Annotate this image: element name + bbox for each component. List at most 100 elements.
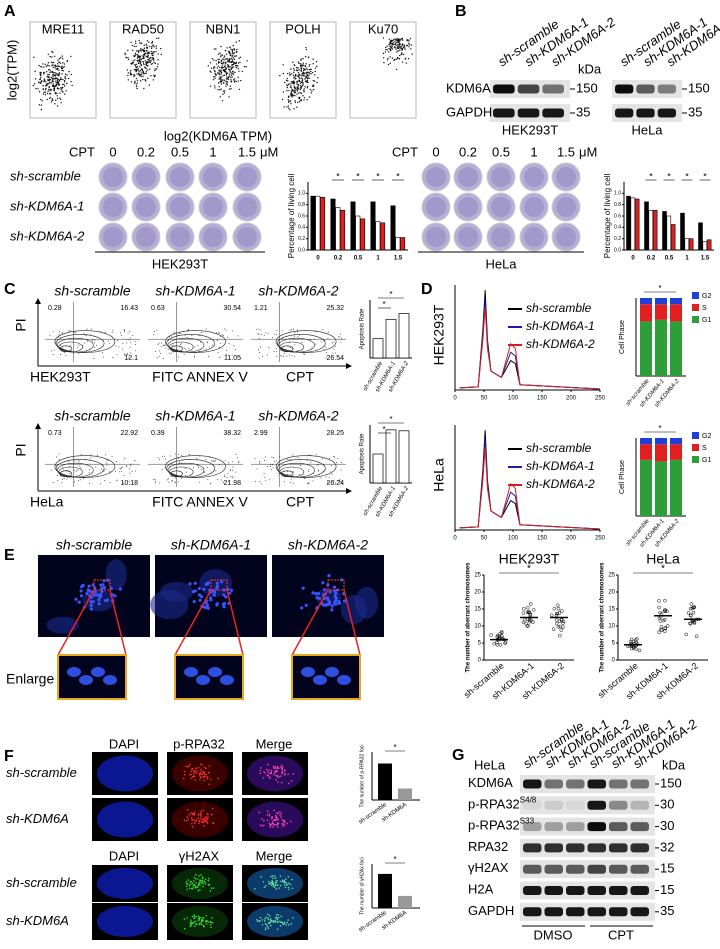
scatter-dot <box>50 89 53 91</box>
event-dot <box>116 354 118 356</box>
event-dot <box>85 334 87 336</box>
nucleus <box>247 867 303 900</box>
scatter-dot <box>401 61 404 63</box>
event-dot <box>187 342 189 344</box>
event-dot <box>174 477 176 479</box>
nucleus <box>97 905 153 938</box>
rule <box>174 589 212 656</box>
chromosome <box>74 597 78 601</box>
event-dot <box>280 338 282 340</box>
scatter-dot <box>289 100 291 102</box>
event-dot <box>293 328 295 330</box>
event-dot <box>258 357 260 359</box>
event-dot <box>90 328 92 330</box>
scatter-dot <box>246 60 248 62</box>
focus <box>194 920 197 923</box>
scatter-dot <box>230 48 232 50</box>
focus <box>264 772 266 774</box>
chromosome <box>85 592 89 596</box>
focus <box>201 916 204 919</box>
scatter-dot <box>296 90 299 92</box>
scatter-dot <box>215 48 217 50</box>
chromosome <box>316 591 321 596</box>
point <box>686 611 691 615</box>
event-dot <box>158 342 160 344</box>
scatter-dot <box>287 83 290 86</box>
event-dot <box>120 332 122 334</box>
scatter-dot <box>220 73 222 75</box>
plate-inner <box>170 197 190 217</box>
scatter-dot <box>237 67 240 70</box>
x-tick-label: 50 <box>481 536 488 542</box>
scatter-dot <box>290 80 292 83</box>
scatter-dot <box>150 59 152 62</box>
event-dot <box>198 350 200 352</box>
scatter-dot <box>217 62 220 64</box>
event-dot <box>209 483 211 485</box>
scatter-dot <box>295 73 297 76</box>
scatter-dot <box>134 65 137 67</box>
focus <box>274 883 277 886</box>
point <box>495 633 500 638</box>
scatter-dot <box>148 61 150 64</box>
chromosome <box>222 593 226 597</box>
scatter-dot <box>156 65 159 68</box>
event-dot <box>205 348 207 350</box>
event-dot <box>169 463 171 465</box>
event-dot <box>267 333 269 335</box>
contour <box>275 330 337 353</box>
focus <box>270 769 273 772</box>
event-dot <box>129 337 131 339</box>
scatter-dot <box>48 86 50 89</box>
event-dot <box>191 334 193 336</box>
event-dot <box>222 334 224 336</box>
focus <box>203 821 205 823</box>
protein-label: KDM6A <box>468 775 513 790</box>
panel-label: B <box>455 3 467 20</box>
legend-label: sh-KDM6A-2 <box>526 477 595 491</box>
scatter-dot <box>61 83 64 86</box>
event-dot <box>97 476 99 478</box>
scatter-dot <box>60 66 63 69</box>
focus <box>194 878 197 880</box>
event-dot <box>116 339 118 341</box>
scatter-dot <box>220 60 223 63</box>
event-dot <box>170 476 172 478</box>
event-dot <box>180 343 182 345</box>
scatter-dot <box>230 57 232 60</box>
chromosome <box>193 581 197 585</box>
event-dot <box>174 481 176 483</box>
event-dot <box>158 482 160 484</box>
chromosome <box>332 585 337 589</box>
scatter-dot <box>140 75 143 77</box>
point <box>559 628 564 632</box>
focus <box>278 776 281 778</box>
scatter-dot <box>282 72 284 75</box>
scatter-dot <box>300 87 302 89</box>
scatter-dot <box>399 54 401 57</box>
event-dot <box>126 466 128 468</box>
scatter-dot <box>151 58 153 60</box>
dose-label: 0.2 <box>459 144 477 159</box>
scatter-dot <box>302 83 304 85</box>
scatter-dot <box>227 61 229 63</box>
event-dot <box>62 466 64 468</box>
scatter-dot <box>236 64 238 67</box>
focus <box>201 876 204 878</box>
scatter-dot <box>136 65 139 68</box>
scatter-dot <box>139 69 141 72</box>
event-dot <box>331 474 333 476</box>
focus <box>264 927 267 929</box>
focus <box>203 772 206 774</box>
event-dot <box>171 479 173 481</box>
quadrant-value: 38.32 <box>223 430 241 437</box>
event-dot <box>168 336 170 338</box>
scatter-dot <box>396 41 398 44</box>
scatter-dot <box>294 87 296 90</box>
event-dot <box>281 330 283 332</box>
scatter-dot <box>54 92 57 95</box>
scatter-dot <box>45 87 47 90</box>
stain-label: DAPI <box>109 848 139 863</box>
focus <box>271 879 273 882</box>
focus <box>275 914 278 916</box>
